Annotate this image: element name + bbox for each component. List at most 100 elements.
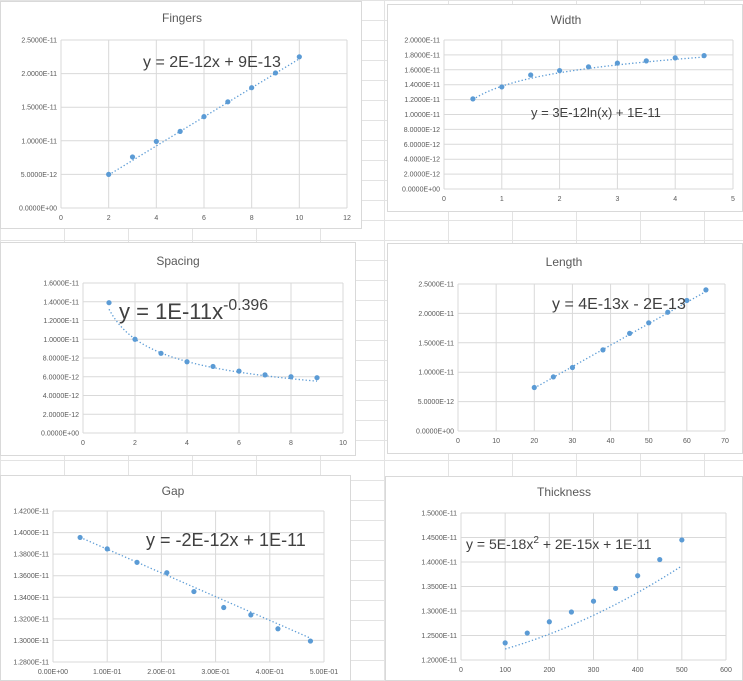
x-tick-label: 40 [607,438,615,445]
equation-text: y = -2E-12x + 1E-11 [146,530,306,550]
chart-title: Width [551,13,582,27]
data-point [499,84,505,90]
data-point [585,64,592,70]
y-tick-label: 1.4000E-11 [421,560,457,567]
data-point [307,638,314,644]
chart-fingers: Fingers 0.0000E+00 5.0000E-12 1.0000E-11 1.5… [0,1,362,229]
data-point [288,374,294,380]
equation-rest: + 2E-15x + 1E-11 [539,536,652,552]
data-point [502,640,508,646]
y-tick-label: 1.4000E-11 [43,299,79,306]
data-point [470,96,476,102]
data-point [296,54,302,60]
data-point [600,347,606,353]
x-tick-label: 4 [154,215,158,222]
y-tick-label: 8.0000E-12 [404,127,440,134]
x-tick-label: 2.00E-01 [147,669,176,676]
x-tick-label: 0 [456,438,460,445]
y-tick-label: 1.2800E-11 [13,660,49,667]
y-tick-label: 2.0000E-11 [21,71,57,78]
x-tick-label: 10 [295,215,303,222]
data-point [275,626,281,632]
equation-text: y = 2E-12x + 9E-13 [143,54,281,71]
trendline [79,536,311,639]
trendline-equation: y = -2E-12x + 1E-11 [146,530,306,550]
data-point [684,297,690,304]
data-point [177,128,183,134]
x-tick-label: 5.00E-01 [310,669,339,676]
data-point [134,559,140,565]
data-point [635,573,641,579]
data-point [184,359,190,365]
y-tick-label: 1.3000E-11 [421,609,457,616]
y-tick-label: 1.0000E-11 [21,138,57,145]
x-tick-label: 20 [530,438,538,445]
chart-thickness-svg: Thickness 1.2000E-11 1.2500E-11 1.3000E-11 1… [421,485,732,674]
y-tick-label: 1.4000E-11 [13,530,49,537]
chart-fingers-svg: Fingers 0.0000E+00 5.0000E-12 1.0000E-11 1.5… [19,11,351,222]
y-tick-label: 6.0000E-12 [404,142,440,149]
y-tick-label: 0.0000E+00 [402,187,440,194]
chart-width-svg: Width 0.0000E+00 2.0000E-12 4.0000E-12 6.000… [402,13,735,203]
y-tick-label: 1.3600E-11 [13,573,49,580]
equation-text: y = 4E-13x - 2E-13 [552,296,686,313]
data-point [249,85,255,91]
trendline-equation: y = 5E-18x2 + 2E-15x + 1E-11 [466,535,652,552]
y-tick-label: 1.5000E-11 [421,511,457,518]
trendline-equation: y = 3E-12ln(x) + 1E-11 [531,105,661,120]
data-point [568,609,575,615]
y-tick-label: 1.4000E-11 [404,82,440,89]
y-tick-label: 1.3800E-11 [13,552,49,559]
y-tick-label: 2.0000E-12 [404,172,440,179]
data-point [531,384,537,391]
data-point [191,588,197,595]
x-tick-label: 10 [492,438,500,445]
trendline [108,58,300,176]
y-tick-label: 2.5000E-11 [418,282,454,289]
x-tick-label: 0 [81,440,85,447]
equation-base: y = 1E-11x [119,299,223,324]
x-tick-label: 2 [558,196,562,203]
data-point [590,598,597,604]
data-point [528,72,534,78]
data-point [104,546,110,552]
x-tick-label: 2 [107,215,111,222]
data-point [314,375,320,381]
y-tick-label: 1.5000E-11 [21,105,57,112]
y-tick-label: 4.0000E-12 [404,157,440,164]
chart-spacing-svg: Spacing 0.0000E+00 2.0000E-12 4.0000E-12 6.0… [41,254,347,447]
data-point [679,537,685,543]
data-point [524,630,530,636]
y-tick-label: 8.0000E-12 [43,356,79,363]
data-point [153,138,159,145]
x-tick-label: 60 [683,438,691,445]
x-tick-label: 30 [569,438,577,445]
data-point [672,55,678,61]
y-tick-label: 1.2500E-11 [421,633,457,640]
y-tick-label: 1.0000E-11 [418,370,454,377]
x-tick-label: 12 [343,215,351,222]
data-point [132,336,138,342]
chart-title: Fingers [162,11,202,25]
y-tick-label: 2.0000E-12 [43,412,79,419]
data-point [262,372,268,378]
data-point [627,330,633,336]
y-tick-label: 1.2000E-11 [421,658,457,665]
chart-length: Length 0.0000E+00 5.0000E-12 1.0000E-11 1.50… [387,243,743,454]
chart-title: Length [546,255,583,269]
equation-exponent: -0.396 [223,297,268,314]
data-point [158,350,164,356]
chart-gap-svg: Gap 1.2800E-11 1.3000E-11 1.3200E-11 1.3400E… [13,484,339,676]
data-point [201,114,207,120]
y-tick-label: 0.0000E+00 [41,431,79,438]
chart-title: Gap [162,484,185,498]
x-tick-label: 6 [202,215,206,222]
data-point [557,67,563,74]
x-tick-label: 3 [615,196,619,203]
x-tick-label: 4 [673,196,677,203]
x-tick-label: 400 [632,667,644,674]
y-tick-label: 2.0000E-11 [404,38,440,45]
y-tick-label: 5.0000E-12 [418,399,454,406]
equation-exponent: 2 [533,535,539,546]
x-tick-label: 6 [237,440,241,447]
